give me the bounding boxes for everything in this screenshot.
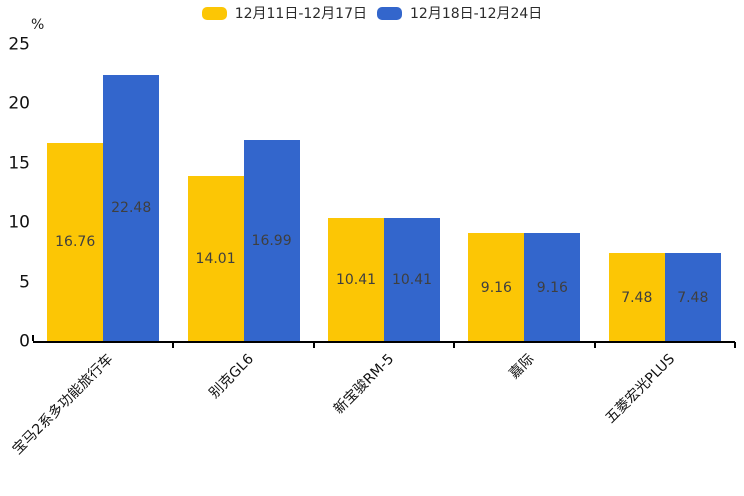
bar-week1-cat2	[328, 218, 384, 342]
bar-week1-cat0	[47, 142, 104, 342]
x-axis-label-cat3: 嘉际	[506, 351, 538, 383]
x-axis-tick	[172, 342, 175, 348]
bar-week2-cat0	[103, 74, 160, 342]
x-axis-label-cat0: 宝马2系多功能旅行车	[9, 351, 117, 458]
x-axis-label-cat2: 新宝骏RM-5	[331, 351, 398, 418]
x-axis-tick	[32, 335, 34, 341]
y-axis-unit-label: %	[31, 17, 45, 33]
x-axis-tick	[734, 342, 736, 348]
x-axis-tick	[312, 342, 315, 348]
bar-week2-cat3	[524, 233, 581, 342]
legend-item-week2[interactable]: 12月18日-12月24日	[377, 3, 542, 23]
legend-label-week1: 12月11日-12月17日	[234, 6, 367, 22]
bar-week2-cat2	[384, 218, 440, 342]
legend-label-week2: 12月18日-12月24日	[410, 6, 543, 22]
y-tick-label: 25	[8, 34, 30, 55]
legend-item-week1[interactable]: 12月11日-12月17日	[201, 3, 367, 23]
y-tick-label: 0	[19, 331, 30, 352]
chart-legend: 12月11日-12月17日 12月18日-12月24日	[0, 3, 744, 23]
legend-swatch-blue	[377, 6, 402, 20]
y-tick-label: 20	[8, 93, 30, 114]
y-tick-label: 5	[19, 272, 30, 293]
bar-week1-cat3	[468, 233, 525, 342]
bar-week1-cat4	[608, 253, 665, 342]
bar-week2-cat4	[664, 253, 721, 342]
bar-week2-cat1	[243, 140, 300, 342]
x-axis-label-cat1: 别克GL6	[206, 351, 258, 402]
x-axis-line	[33, 341, 735, 343]
x-axis-tick	[453, 342, 456, 348]
bar-week1-cat1	[187, 175, 244, 342]
legend-swatch-yellow	[201, 6, 227, 20]
y-tick-label: 15	[8, 153, 30, 174]
x-axis-label-cat4: 五菱宏光PLUS	[602, 351, 679, 427]
y-tick-label: 10	[8, 212, 30, 233]
x-axis-tick	[593, 342, 596, 348]
